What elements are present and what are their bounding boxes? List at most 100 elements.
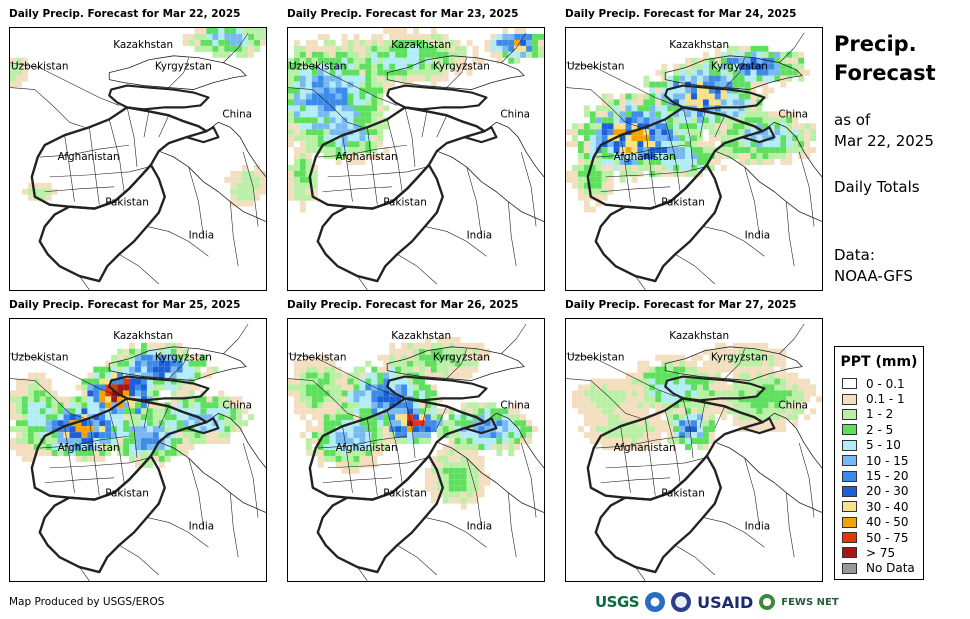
admin-boundary: [288, 62, 398, 106]
admin-boundary: [682, 398, 694, 458]
precip-grid: [566, 45, 817, 213]
afghanistan-boundary: [30, 106, 208, 210]
admin-boundary: [595, 435, 686, 449]
legend-label: 30 - 40: [866, 499, 909, 514]
admin-boundary: [39, 144, 130, 158]
admin-boundary: [785, 201, 795, 267]
country-label-pakistan: Pakistan: [105, 197, 149, 209]
admin-boundary: [600, 477, 671, 484]
country-label-china: China: [778, 108, 808, 120]
admin-boundary: [188, 166, 204, 237]
admin-boundary: [674, 545, 716, 576]
country-label-kyrgyzstan: Kyrgyzstan: [155, 61, 212, 73]
india-boundary: [158, 441, 266, 513]
panel-title: Daily Precip. Forecast for Mar 23, 2025: [287, 8, 519, 20]
panel-title: Daily Precip. Forecast for Mar 25, 2025: [9, 299, 241, 311]
admin-boundary: [501, 323, 527, 354]
legend-item: 15 - 20: [842, 468, 923, 483]
admin-boundary: [744, 457, 760, 528]
country-label-afghanistan: Afghanistan: [614, 442, 676, 454]
admin-boundary: [386, 119, 403, 192]
admin-boundary: [566, 378, 641, 419]
admin-boundary: [327, 457, 427, 469]
admin-boundary: [635, 275, 646, 290]
admin-boundary: [342, 135, 353, 202]
pakistan-boundary: [316, 163, 444, 283]
precip-map: Kazakhstan Uzbekistan Kyrgyzstan China Afgha…: [287, 318, 545, 582]
country-label-uzbekistan: Uzbekistan: [567, 352, 624, 364]
admin-boundary: [699, 402, 706, 429]
admin-boundary: [342, 426, 353, 493]
kyrgyzstan-boundary: [386, 375, 488, 402]
admin-boundary: [44, 477, 115, 484]
admin-boundary: [645, 418, 656, 496]
legend-item: No Data: [842, 561, 923, 576]
admin-boundary: [143, 402, 150, 429]
admin-boundary: [600, 186, 671, 193]
legend-item: 1 - 2: [842, 407, 923, 422]
admin-boundary: [64, 135, 75, 202]
legend-swatch: [842, 485, 857, 497]
legend-label: 0.1 - 1: [866, 392, 905, 407]
china-boundary: [206, 121, 266, 178]
admin-boundary: [10, 62, 120, 106]
panel-title: Daily Precip. Forecast for Mar 22, 2025: [9, 8, 241, 20]
country-label-kyrgyzstan: Kyrgyzstan: [433, 352, 490, 364]
map-panel: Daily Precip. Forecast for Mar 24, 2025 …: [565, 8, 823, 291]
country-label-uzbekistan: Uzbekistan: [567, 61, 624, 73]
afghanistan-boundary: [586, 106, 764, 210]
india-boundary: [158, 150, 266, 222]
legend-item: 2 - 5: [842, 422, 923, 437]
precip-grid: [288, 28, 544, 213]
admin-boundary: [118, 254, 160, 285]
admin-boundary: [421, 111, 428, 138]
legend-swatch: [842, 439, 857, 451]
country-label-kazakhstan: Kazakhstan: [669, 39, 729, 51]
legend-label: 5 - 10: [866, 438, 901, 453]
usaid-logo: USAID: [697, 592, 754, 612]
admin-boundary: [168, 57, 189, 88]
pakistan-boundary: [38, 454, 166, 574]
admin-boundary: [744, 166, 760, 237]
admin-boundary: [288, 378, 363, 419]
admin-boundary: [158, 115, 170, 138]
afghanistan-boundary: [308, 106, 486, 210]
country-label-kazakhstan: Kazakhstan: [113, 39, 173, 51]
admin-boundary: [785, 492, 795, 558]
china-boundary: [484, 412, 544, 469]
kazakhstan-boundary: [664, 346, 803, 381]
country-label-china: China: [222, 399, 252, 411]
kazakhstan-boundary: [108, 55, 247, 90]
admin-boundary: [396, 545, 438, 576]
legend-item: 40 - 50: [842, 515, 923, 530]
admin-boundary: [645, 127, 656, 205]
country-label-kyrgyzstan: Kyrgyzstan: [711, 61, 768, 73]
legend-label: 20 - 30: [866, 484, 909, 499]
admin-boundary: [108, 410, 125, 483]
admin-boundary: [44, 186, 115, 193]
legend-swatch: [842, 455, 857, 467]
admin-boundary: [620, 426, 631, 493]
pakistan-boundary: [316, 454, 444, 574]
china-boundary: [206, 412, 266, 469]
legend-label: 0 - 0.1: [866, 376, 905, 391]
admin-boundary: [779, 323, 805, 354]
admin-boundary: [714, 406, 726, 429]
admin-boundary: [702, 517, 765, 548]
legend-title: PPT (mm): [840, 354, 918, 370]
map-svg: Kazakhstan Uzbekistan Kyrgyzstan China Afgha…: [288, 28, 544, 290]
admin-boundary: [436, 406, 448, 429]
country-label-kyrgyzstan: Kyrgyzstan: [711, 352, 768, 364]
admin-boundary: [223, 32, 249, 63]
map-svg: Kazakhstan Uzbekistan Kyrgyzstan China Afgha…: [566, 323, 822, 581]
admin-boundary: [188, 457, 204, 528]
admin-boundary: [10, 353, 120, 397]
legend-item: 50 - 75: [842, 530, 923, 545]
pakistan-boundary: [38, 163, 166, 283]
precip-map: Kazakhstan Uzbekistan Kyrgyzstan China Afgha…: [565, 318, 823, 582]
admin-boundary: [168, 348, 189, 379]
legend-item: 10 - 15: [842, 453, 923, 468]
india-boundary: [714, 150, 822, 222]
admin-boundary: [357, 275, 368, 290]
admin-boundary: [229, 492, 239, 558]
